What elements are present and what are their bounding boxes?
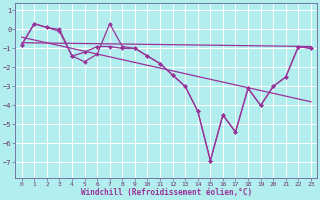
X-axis label: Windchill (Refroidissement éolien,°C): Windchill (Refroidissement éolien,°C) <box>81 188 252 197</box>
